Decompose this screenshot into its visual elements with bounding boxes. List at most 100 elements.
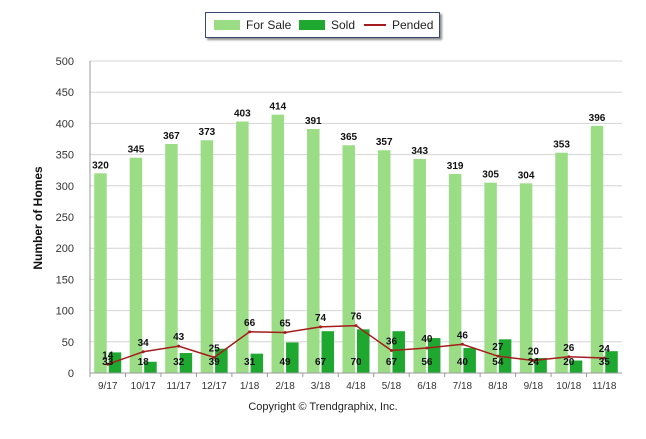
- legend-swatch-sold: [299, 20, 325, 30]
- data-label-for-sale: 305: [482, 170, 499, 181]
- data-label-for-sale: 365: [340, 132, 357, 143]
- point-pended: [354, 324, 358, 328]
- data-label-sold: 24: [528, 357, 540, 368]
- legend-item-for-sale: For Sale: [214, 13, 291, 37]
- bar-sold: [498, 339, 512, 373]
- point-pended: [496, 354, 500, 358]
- point-pended: [283, 330, 287, 334]
- point-pended: [425, 346, 429, 350]
- bar-sold: [392, 331, 405, 373]
- y-tick-label: 450: [56, 87, 74, 99]
- data-label-pended: 66: [244, 318, 256, 329]
- data-label-pended: 43: [173, 332, 185, 343]
- bar-for-sale: [484, 182, 497, 373]
- bar-for-sale: [236, 121, 249, 373]
- data-label-for-sale: 391: [305, 116, 322, 127]
- data-label-for-sale: 319: [447, 161, 464, 172]
- legend-line-pended: [364, 24, 386, 26]
- data-label-pended: 65: [280, 318, 292, 329]
- bar-for-sale: [129, 157, 143, 373]
- data-label-sold: 40: [457, 357, 469, 368]
- y-tick-label: 0: [68, 368, 74, 380]
- data-label-pended: 14: [102, 350, 114, 361]
- data-label-for-sale: 403: [234, 109, 251, 120]
- x-tick-label: 4/18: [346, 381, 366, 392]
- x-tick-label: 11/17: [167, 381, 192, 392]
- bar-sold: [534, 358, 547, 373]
- data-label-pended: 26: [563, 343, 575, 354]
- bar-for-sale: [590, 125, 604, 373]
- x-tick-label: 10/17: [131, 381, 156, 392]
- bar-for-sale: [555, 152, 568, 373]
- y-tick-label: 50: [62, 337, 74, 349]
- data-label-pended: 24: [599, 344, 611, 355]
- data-label-pended: 40: [421, 334, 433, 345]
- data-label-sold: 33: [102, 357, 114, 368]
- bar-sold: [357, 329, 370, 373]
- data-label-sold: 39: [209, 357, 221, 368]
- data-label-sold: 35: [599, 357, 611, 368]
- copyright-text: Copyright © Trendgraphix, Inc.: [248, 401, 398, 413]
- y-tick-label: 350: [56, 150, 74, 162]
- data-label-sold: 31: [244, 357, 256, 368]
- data-label-pended: 34: [138, 338, 150, 349]
- point-pended: [212, 355, 216, 359]
- point-pended: [177, 344, 181, 348]
- x-tick-label: 12/17: [202, 381, 227, 392]
- y-axis-title: Number of Homes: [31, 166, 45, 270]
- bar-sold: [569, 360, 583, 373]
- bar-sold: [463, 348, 476, 373]
- x-tick-label: 8/18: [488, 381, 508, 392]
- data-label-pended: 27: [492, 342, 504, 353]
- bar-for-sale: [94, 173, 107, 373]
- y-tick-label: 150: [56, 274, 74, 286]
- bar-sold: [321, 331, 335, 373]
- x-tick-label: 10/18: [556, 381, 581, 392]
- data-label-sold: 67: [315, 357, 327, 368]
- data-label-for-sale: 320: [92, 160, 109, 171]
- x-tick-label: 3/18: [311, 381, 331, 392]
- y-tick-label: 400: [56, 118, 74, 130]
- data-label-sold: 67: [386, 357, 398, 368]
- data-label-for-sale: 304: [518, 170, 535, 181]
- bar-for-sale: [200, 140, 214, 373]
- x-tick-label: 9/17: [98, 381, 118, 392]
- data-label-sold: 70: [350, 357, 362, 368]
- bar-sold: [179, 353, 193, 373]
- bar-for-sale: [165, 143, 178, 373]
- point-pended: [248, 330, 252, 334]
- point-pended: [389, 349, 393, 353]
- legend-swatch-for-sale: [214, 20, 240, 30]
- data-label-for-sale: 345: [128, 145, 145, 156]
- data-label-pended: 25: [209, 343, 221, 354]
- point-pended: [141, 350, 145, 354]
- point-pended: [460, 342, 464, 346]
- point-pended: [602, 356, 606, 360]
- x-tick-label: 11/18: [592, 381, 617, 392]
- data-label-for-sale: 357: [376, 137, 393, 148]
- bar-for-sale: [448, 173, 462, 373]
- data-label-sold: 49: [280, 357, 292, 368]
- x-tick-label: 5/18: [382, 381, 402, 392]
- data-label-for-sale: 367: [163, 131, 180, 142]
- bar-sold: [108, 352, 122, 373]
- point-pended: [531, 359, 535, 363]
- data-label-pended: 76: [350, 312, 362, 323]
- bar-for-sale: [271, 114, 285, 373]
- x-tick-label: 2/18: [275, 381, 295, 392]
- data-label-pended: 46: [457, 330, 469, 341]
- data-label-sold: 32: [173, 357, 185, 368]
- point-pended: [567, 355, 571, 359]
- bar-for-sale: [519, 183, 533, 373]
- data-label-for-sale: 373: [199, 127, 216, 138]
- y-tick-label: 300: [56, 181, 74, 193]
- legend-label-sold: Sold: [331, 18, 356, 32]
- data-label-sold: 56: [421, 357, 433, 368]
- bar-for-sale: [377, 150, 391, 373]
- bar-for-sale: [342, 145, 355, 373]
- bar-for-sale: [413, 158, 426, 373]
- data-label-pended: 20: [528, 347, 540, 358]
- legend-label-pended: Pended: [392, 18, 434, 32]
- y-tick-label: 500: [56, 56, 74, 68]
